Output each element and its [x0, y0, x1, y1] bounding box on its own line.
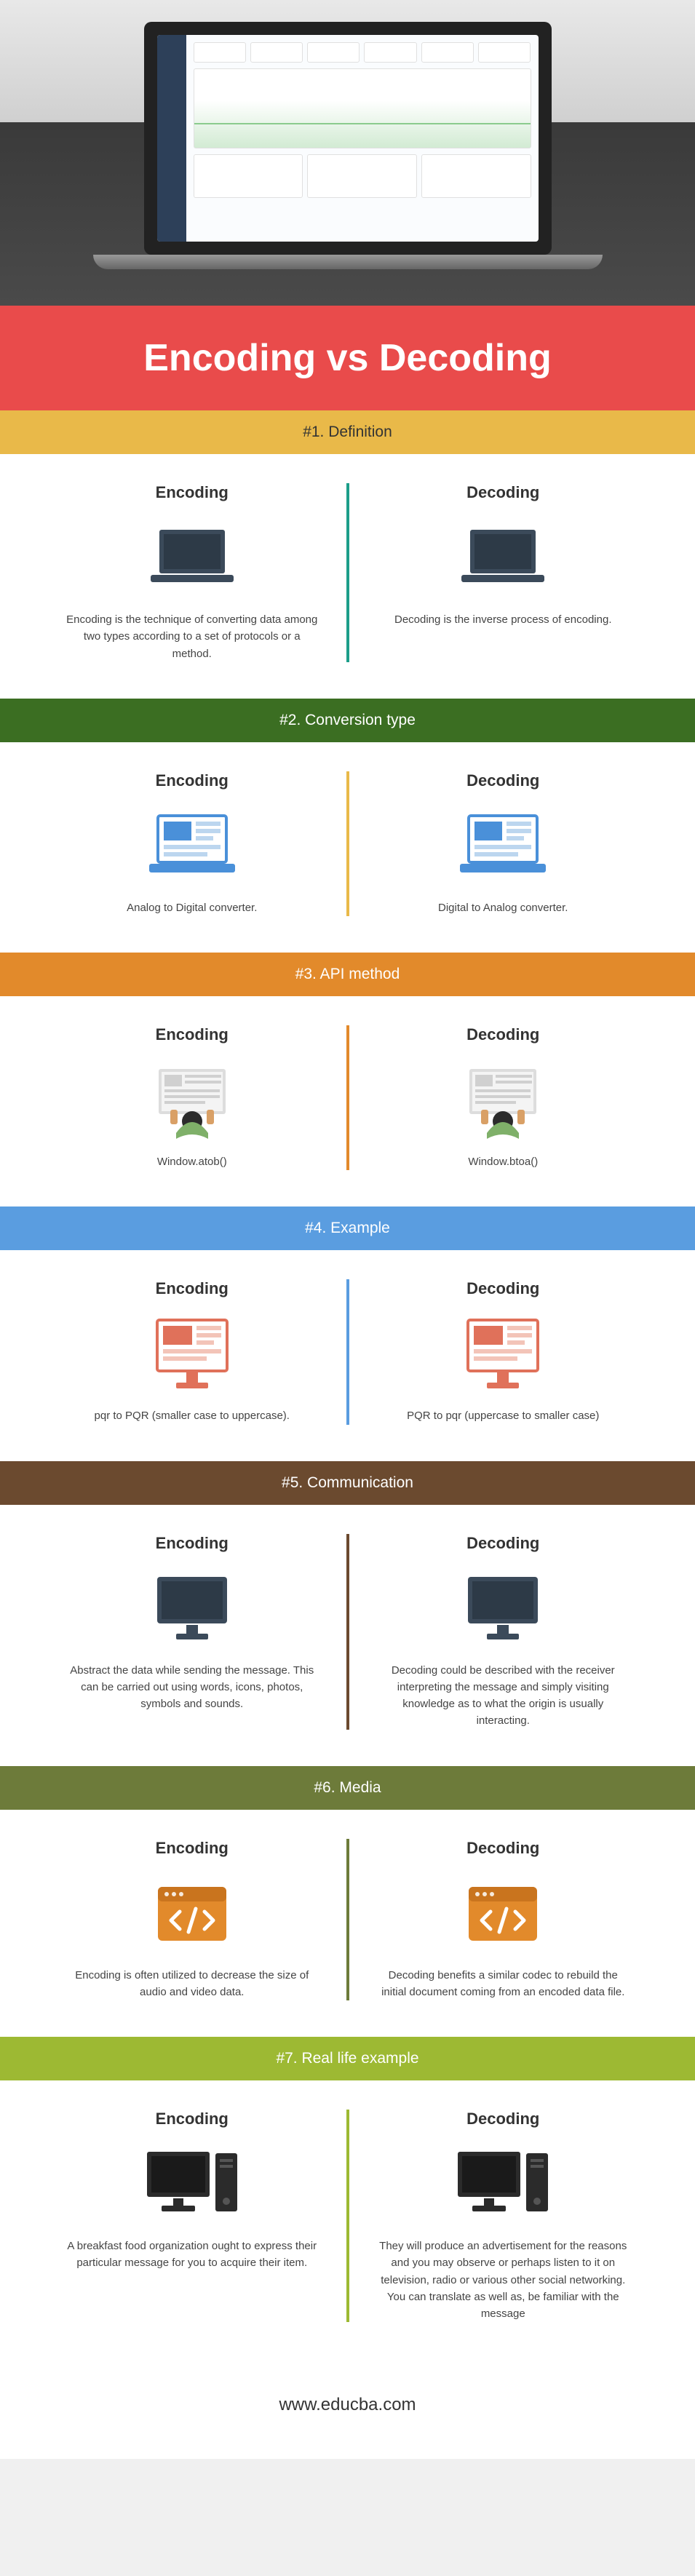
comparison-row: Encoding pqr to PQR (smaller case to upp…	[0, 1250, 695, 1460]
column-title: Encoding	[65, 1839, 319, 1858]
section-header: #7. Real life example	[0, 2037, 695, 2080]
laptop-ui-icon	[377, 806, 630, 886]
comparison-row: Encoding A breakfast food organization o…	[0, 2080, 695, 2358]
vertical-divider	[346, 1279, 349, 1424]
column-title: Decoding	[377, 1279, 630, 1298]
comparison-row: Encoding Analog to Digital converter.Dec…	[0, 742, 695, 953]
decoding-column: Decoding They will produce an advertisem…	[348, 2110, 659, 2322]
section-header: #5. Communication	[0, 1461, 695, 1505]
encoding-column: Encoding Encoding is often utilized to d…	[36, 1839, 348, 2001]
section-header: #2. Conversion type	[0, 699, 695, 742]
section-header: #6. Media	[0, 1766, 695, 1810]
column-title: Encoding	[65, 2110, 319, 2128]
decoding-column: Decoding Decoding is the inverse process…	[348, 483, 659, 662]
column-title: Encoding	[65, 1279, 319, 1298]
laptop-dark-icon	[65, 518, 319, 598]
description-text: PQR to pqr (uppercase to smaller case)	[377, 1407, 630, 1424]
person-top-icon	[65, 1060, 319, 1140]
column-title: Decoding	[377, 1534, 630, 1553]
comparison-row: Encoding Encoding is the technique of co…	[0, 454, 695, 699]
hero-image	[0, 0, 695, 306]
description-text: Encoding is often utilized to decrease t…	[65, 1967, 319, 2001]
column-title: Decoding	[377, 1025, 630, 1044]
encoding-column: Encoding Window.atob()	[36, 1025, 348, 1170]
section-header: #4. Example	[0, 1206, 695, 1250]
decoding-column: Decoding Digital to Analog converter.	[348, 771, 659, 916]
footer-url: www.educba.com	[0, 2358, 695, 2459]
description-text: Encoding is the technique of converting …	[65, 611, 319, 662]
description-text: A breakfast food organization ought to e…	[65, 2238, 319, 2272]
section-header: #3. API method	[0, 953, 695, 996]
desktop-pc-icon	[377, 2144, 630, 2225]
vertical-divider	[346, 483, 349, 662]
description-text: Decoding could be described with the rec…	[377, 1662, 630, 1730]
vertical-divider	[346, 771, 349, 916]
page-title: Encoding vs Decoding	[0, 306, 695, 410]
monitor-ui-icon	[377, 1314, 630, 1394]
description-text: Digital to Analog converter.	[377, 899, 630, 916]
decoding-column: Decoding PQR to pqr (uppercase to smalle…	[348, 1279, 659, 1424]
column-title: Decoding	[377, 771, 630, 790]
encoding-column: Encoding A breakfast food organization o…	[36, 2110, 348, 2322]
code-box-icon	[65, 1874, 319, 1954]
comparison-row: Encoding Encoding is often utilized to d…	[0, 1810, 695, 2038]
description-text: Abstract the data while sending the mess…	[65, 1662, 319, 1713]
decoding-column: Decoding Decoding benefits a similar cod…	[348, 1839, 659, 2001]
decoding-column: Decoding Window.btoa()	[348, 1025, 659, 1170]
description-text: They will produce an advertisement for t…	[377, 2238, 630, 2322]
monitor-dark-icon	[377, 1569, 630, 1649]
column-title: Decoding	[377, 483, 630, 502]
column-title: Encoding	[65, 1025, 319, 1044]
laptop-ui-icon	[65, 806, 319, 886]
description-text: Analog to Digital converter.	[65, 899, 319, 916]
code-box-icon	[377, 1874, 630, 1954]
encoding-column: Encoding Encoding is the technique of co…	[36, 483, 348, 662]
encoding-column: Encoding pqr to PQR (smaller case to upp…	[36, 1279, 348, 1424]
vertical-divider	[346, 1534, 349, 1730]
vertical-divider	[346, 2110, 349, 2322]
desktop-pc-icon	[65, 2144, 319, 2225]
decoding-column: Decoding Decoding could be described wit…	[348, 1534, 659, 1730]
comparison-row: Encoding Window.atob() Decoding	[0, 996, 695, 1206]
monitor-dark-icon	[65, 1569, 319, 1649]
column-title: Encoding	[65, 483, 319, 502]
column-title: Encoding	[65, 771, 319, 790]
encoding-column: Encoding Analog to Digital converter.	[36, 771, 348, 916]
encoding-column: Encoding Abstract the data while sending…	[36, 1534, 348, 1730]
description-text: pqr to PQR (smaller case to uppercase).	[65, 1407, 319, 1424]
comparison-row: Encoding Abstract the data while sending…	[0, 1505, 695, 1766]
column-title: Encoding	[65, 1534, 319, 1553]
laptop-dark-icon	[377, 518, 630, 598]
column-title: Decoding	[377, 2110, 630, 2128]
description-text: Window.btoa()	[377, 1153, 630, 1170]
vertical-divider	[346, 1025, 349, 1170]
person-top-icon	[377, 1060, 630, 1140]
monitor-ui-icon	[65, 1314, 319, 1394]
description-text: Decoding benefits a similar codec to reb…	[377, 1967, 630, 2001]
description-text: Window.atob()	[65, 1153, 319, 1170]
vertical-divider	[346, 1839, 349, 2001]
description-text: Decoding is the inverse process of encod…	[377, 611, 630, 628]
column-title: Decoding	[377, 1839, 630, 1858]
section-header: #1. Definition	[0, 410, 695, 454]
